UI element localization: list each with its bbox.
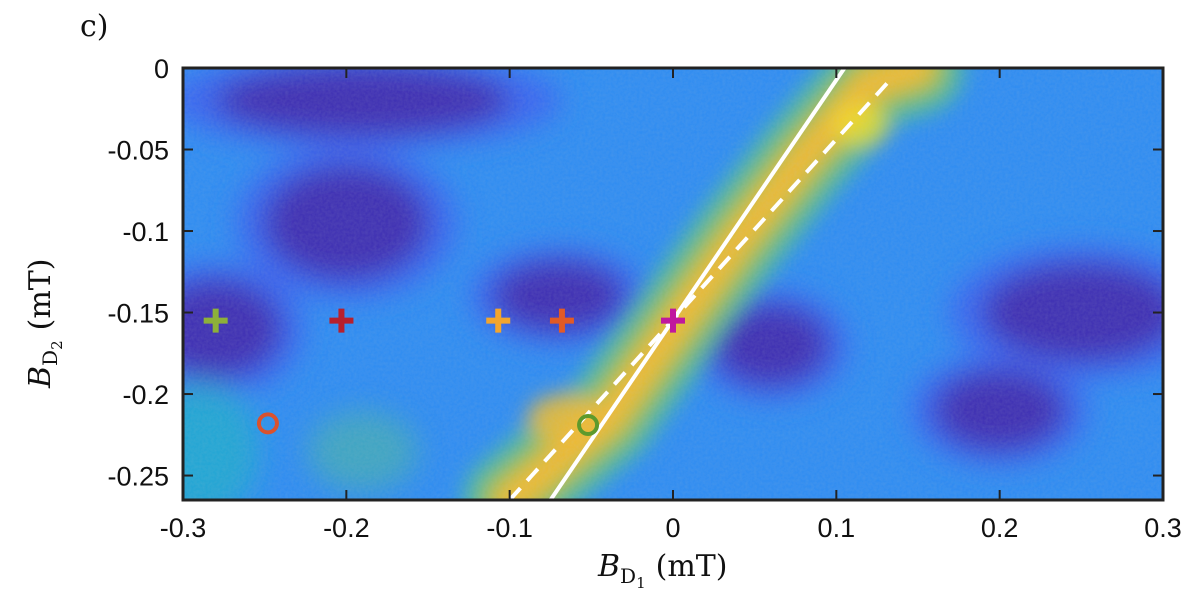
dashed-fit-line — [508, 74, 895, 500]
y-tick-label: -0.1 — [122, 217, 169, 247]
y-tick-label: -0.15 — [107, 299, 169, 329]
y-axis-label-unit: (mT) — [23, 258, 58, 330]
plus-marker — [203, 308, 228, 333]
x-tick-label: -0.1 — [486, 513, 533, 543]
plus-marker — [486, 308, 511, 333]
x-tick-label: -0.3 — [160, 513, 207, 543]
markers — [203, 308, 685, 437]
y-axis-label-main: B — [23, 366, 58, 389]
y-tick-label: -0.2 — [122, 380, 169, 410]
x-axis-label-subsub: 1 — [636, 574, 646, 592]
noise-texture — [183, 68, 1163, 500]
x-axis-label-unit: (mT) — [656, 549, 728, 584]
axis-ticks: -0.3 -0.2 -0.1 0 0.1 0.2 0.3 0 -0.05 -0.1 -0.15 -0.… — [107, 54, 1181, 543]
x-tick-label: 0.1 — [818, 513, 856, 543]
circle-marker — [577, 414, 600, 437]
plus-marker — [661, 308, 685, 333]
y-axis-label-subsub: 2 — [48, 340, 66, 350]
circle-marker — [256, 412, 279, 435]
plus-marker — [549, 308, 574, 333]
y-axis-label-sub: D — [38, 350, 62, 366]
x-axis-label-main: B — [597, 549, 620, 584]
x-tick-label: 0 — [665, 513, 680, 543]
y-tick-label: -0.25 — [107, 462, 169, 492]
solid-fit-line — [548, 68, 847, 500]
y-tick-label: 0 — [154, 54, 169, 84]
x-axis-label-sub: D — [620, 564, 636, 588]
y-axis-label: BD2 (mT) — [23, 258, 66, 389]
x-tick-label: 0.2 — [981, 513, 1019, 543]
plus-marker — [329, 308, 354, 333]
x-tick-label: 0.3 — [1144, 513, 1182, 543]
x-tick-label: -0.2 — [323, 513, 370, 543]
panel-label: c) — [80, 9, 109, 44]
y-tick-label: -0.05 — [107, 136, 169, 166]
fit-lines — [508, 68, 895, 500]
heatmap-plot — [183, 68, 1163, 500]
x-axis-label: BD1 (mT) — [597, 549, 728, 592]
